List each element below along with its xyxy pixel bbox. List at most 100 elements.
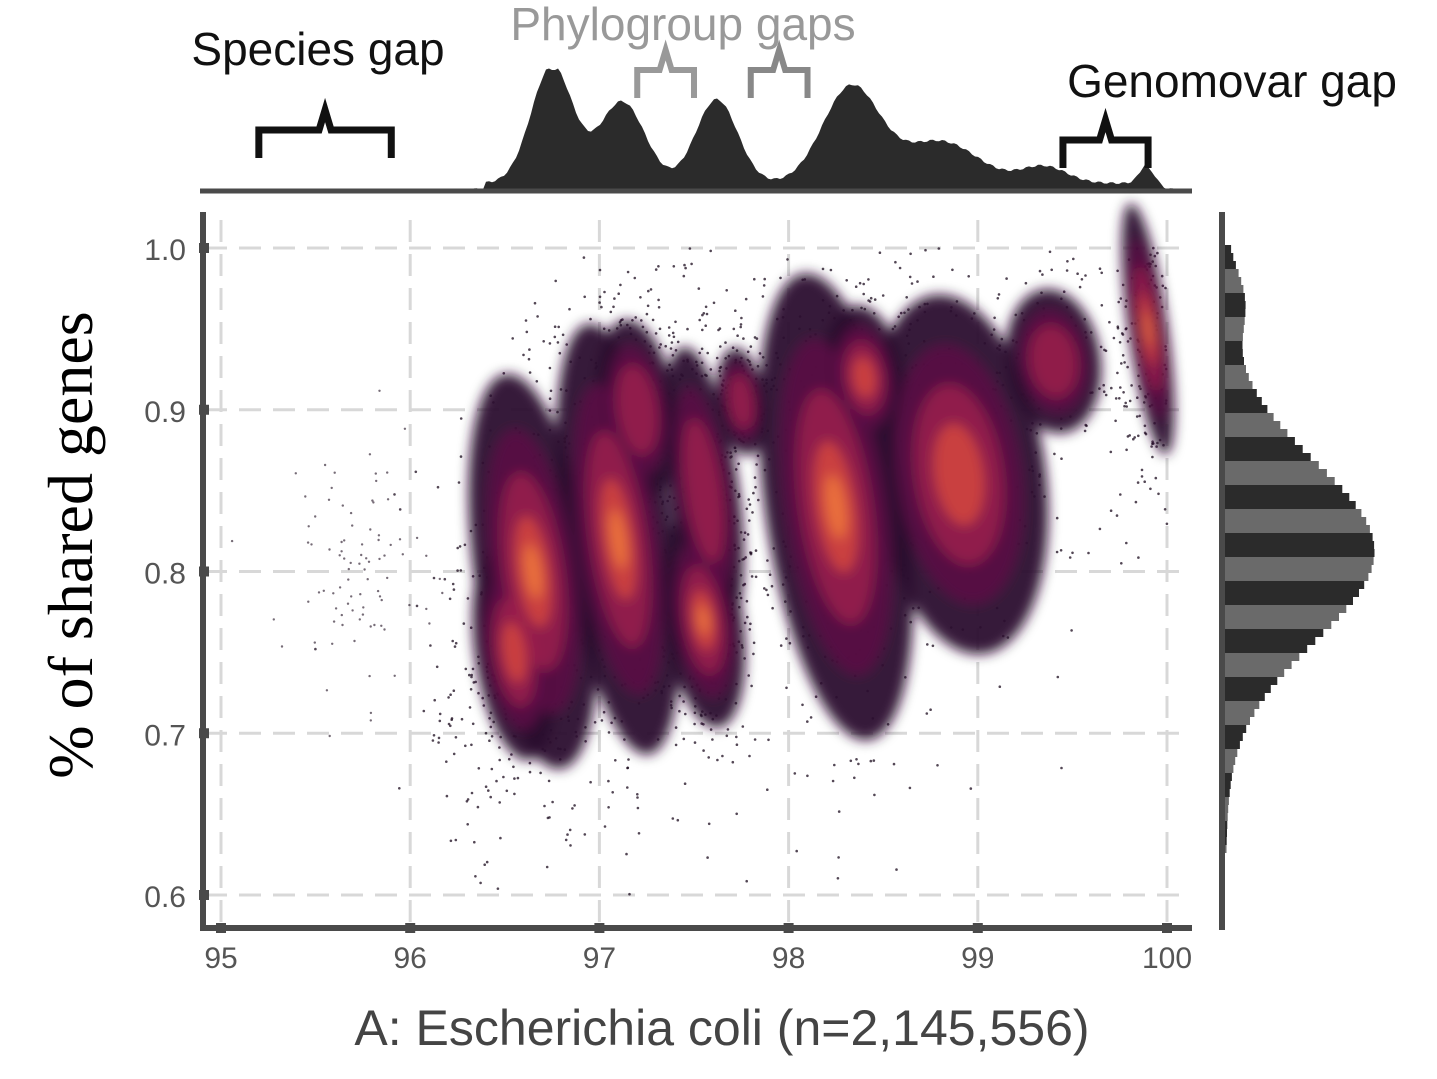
scatter-point [1059,549,1063,552]
y-tick-mark [199,728,209,739]
scatter-point [700,347,704,351]
scatter-point [833,763,836,767]
scatter-point [667,334,671,337]
scatter-point [441,591,444,595]
scatter-point [375,479,378,483]
scatter-point [709,368,713,371]
scatter-point [908,275,912,279]
scatter-point [393,493,396,496]
histogram-bin [1222,613,1339,621]
y-tick-mark [199,404,209,415]
scatter-point [724,341,727,344]
histogram-bin [1222,453,1311,461]
scatter-point [754,485,757,489]
histogram-bin [1222,397,1262,405]
scatter-point [498,758,502,762]
scatter-point [664,344,667,348]
scatter-point [706,351,709,355]
density-scatter [230,203,1175,896]
scatter-point [614,759,617,762]
scatter-point [332,592,335,595]
scatter-point [602,327,606,331]
scatter-point [498,801,502,804]
scatter-point [452,689,456,692]
scatter-point [1128,399,1132,403]
scatter-point [360,543,364,546]
scatter-point [548,409,552,412]
scatter-point [881,294,885,297]
scatter-point [1068,556,1072,559]
scatter-point [349,561,352,565]
scatter-point [744,297,748,301]
x-tick-mark [1162,923,1172,933]
scatter-point [1136,396,1139,400]
scatter-point [528,761,532,765]
scatter-point [1114,419,1117,423]
scatter-point [697,287,701,290]
scatter-point [468,673,471,677]
scatter-point [429,644,432,647]
scatter-point [1151,442,1154,446]
scatter-point [756,454,760,458]
scatter-point [929,708,932,711]
scatter-point [747,674,750,677]
scatter-point [571,807,574,810]
scatter-point [706,856,709,859]
scatter-point [593,721,597,724]
scatter-point [450,717,454,720]
histogram-bin [1222,757,1236,765]
scatter-point [969,787,973,790]
scatter-point [1122,391,1125,394]
histogram-bin [1222,645,1308,653]
scatter-point [353,639,356,643]
scatter-point [359,593,362,596]
scatter-point [801,703,804,707]
scatter-point [453,645,457,648]
scatter-point [564,838,568,842]
scatter-point [313,641,316,644]
scatter-point [854,285,858,289]
scatter-point [916,280,919,283]
gap-bracket [634,39,697,98]
scatter-point [682,737,686,741]
scatter-point [610,721,613,725]
scatter-point [872,759,876,762]
scatter-point [1157,492,1160,496]
scatter-point [1103,348,1106,352]
scatter-point [754,549,758,552]
histogram-bin [1222,797,1229,805]
scatter-point [711,738,714,741]
scatter-point [535,380,539,383]
scatter-point [1110,386,1113,390]
scatter-point [1143,424,1147,428]
histogram-bin [1222,261,1236,269]
scatter-point [908,786,912,790]
scatter-point [449,693,452,696]
scatter-point [469,626,473,629]
scatter-point [732,327,736,331]
scatter-point [545,865,549,869]
scatter-point [378,557,381,561]
scatter-point [1104,393,1108,397]
scatter-point [704,305,708,309]
histogram-bin [1222,357,1244,365]
density-cluster [933,423,985,526]
scatter-point [693,722,696,726]
scatter-point [341,623,344,627]
scatter-point [762,284,766,287]
gap-label: Genomovar gap [1067,55,1397,107]
scatter-point [363,568,366,571]
scatter-point [386,498,390,501]
scatter-point [659,343,662,346]
scatter-point [1135,415,1139,418]
scatter-point [1160,274,1164,278]
scatter-point [470,673,474,677]
density-cluster [852,357,876,398]
scatter-point [626,766,630,770]
scatter-point [341,504,344,507]
histogram-bin [1222,717,1250,725]
scatter-point [611,791,614,794]
top-marginal-density [200,68,1192,194]
x-axis-label: A: Escherichia coli (n=2,145,556) [354,1000,1089,1056]
